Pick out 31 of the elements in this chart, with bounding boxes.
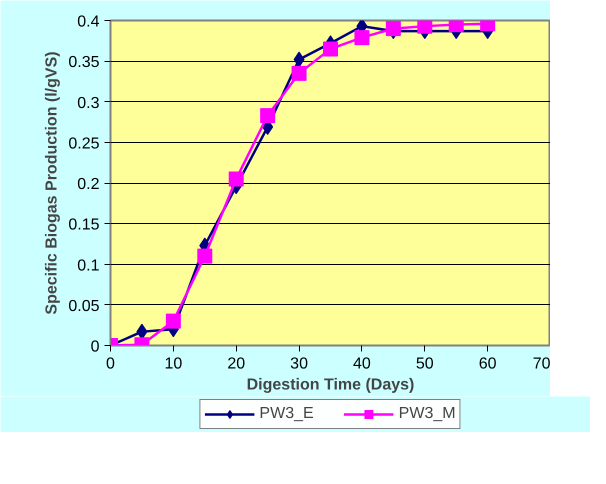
x-tick-label: 0: [106, 356, 116, 372]
y-tick-label: 0.4: [77, 14, 100, 30]
x-tick-label: 70: [532, 356, 551, 372]
x-tick-label: 10: [164, 356, 182, 372]
point: [323, 41, 338, 56]
y-tick-label: 0.15: [68, 216, 100, 234]
y-axis-title: Specific Biogas Production (l/gVS): [43, 51, 60, 315]
point: [166, 314, 181, 329]
legend-label: PW3_E: [259, 405, 314, 423]
x-axis-title: Digestion Time (Days): [246, 376, 414, 394]
y-tick-label: 0.05: [68, 298, 100, 315]
y-tick-label: 0.2: [77, 176, 100, 193]
y-tick-label: 0.35: [68, 54, 100, 72]
x-tick-label: 20: [227, 356, 246, 372]
point: [228, 171, 244, 186]
x-tick-label: 60: [478, 356, 497, 372]
y-tick-label: 0: [90, 338, 100, 356]
point: [386, 21, 401, 36]
point: [354, 30, 370, 46]
x-tick-label: 50: [416, 356, 434, 372]
x-tick-label: 40: [353, 356, 371, 372]
y-tick-label: 0.1: [77, 257, 100, 274]
point: [197, 248, 212, 264]
y-tick-label: 0.25: [68, 135, 100, 152]
legend-label: PW3_M: [398, 405, 456, 423]
point: [417, 20, 432, 34]
point: [292, 66, 307, 81]
point: [260, 108, 276, 124]
y-tick-label: 0.3: [77, 94, 100, 112]
point: [294, 52, 305, 68]
x-tick-label: 30: [290, 356, 308, 372]
